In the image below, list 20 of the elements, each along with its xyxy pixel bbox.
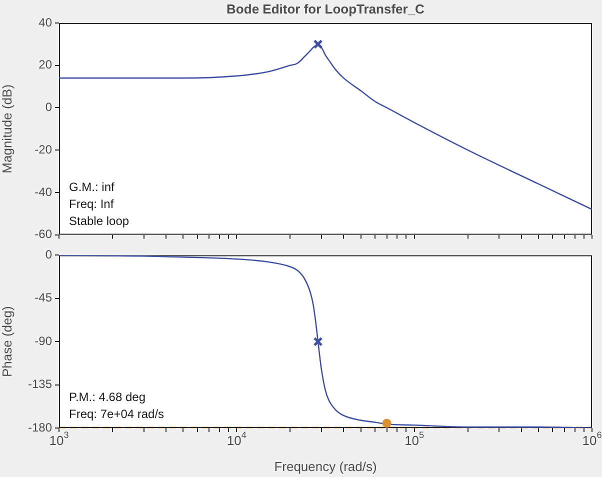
y-tick-label: -45 [34,290,52,305]
y-tick-label: -60 [34,227,52,242]
y-tick-label: -135 [28,377,52,392]
annotation: Freq: 7e+04 rad/s [69,407,164,421]
annotation: Stable loop [69,214,130,228]
annotation: Freq: Inf [69,196,114,211]
y-tick-label: 0 [45,248,52,262]
y-axis-title: Phase (deg) [0,306,14,378]
y-tick-label: -40 [34,184,52,199]
y-tick-label: 20 [38,58,52,72]
y-tick-label: 40 [38,15,52,30]
chart-title: Bode Editor for LoopTransfer_C [226,2,426,17]
x-axis-title: Frequency (rad/s) [274,458,377,474]
annotation: P.M.: 4.68 deg [69,390,146,404]
annotation: G.M.: inf [69,180,116,194]
y-tick-label: -90 [34,334,52,348]
y-tick-label: -180 [28,420,52,434]
y-tick-label: -20 [34,142,52,156]
y-tick-label: 0 [45,100,52,114]
y-axis-title: Magnitude (dB) [0,84,14,174]
